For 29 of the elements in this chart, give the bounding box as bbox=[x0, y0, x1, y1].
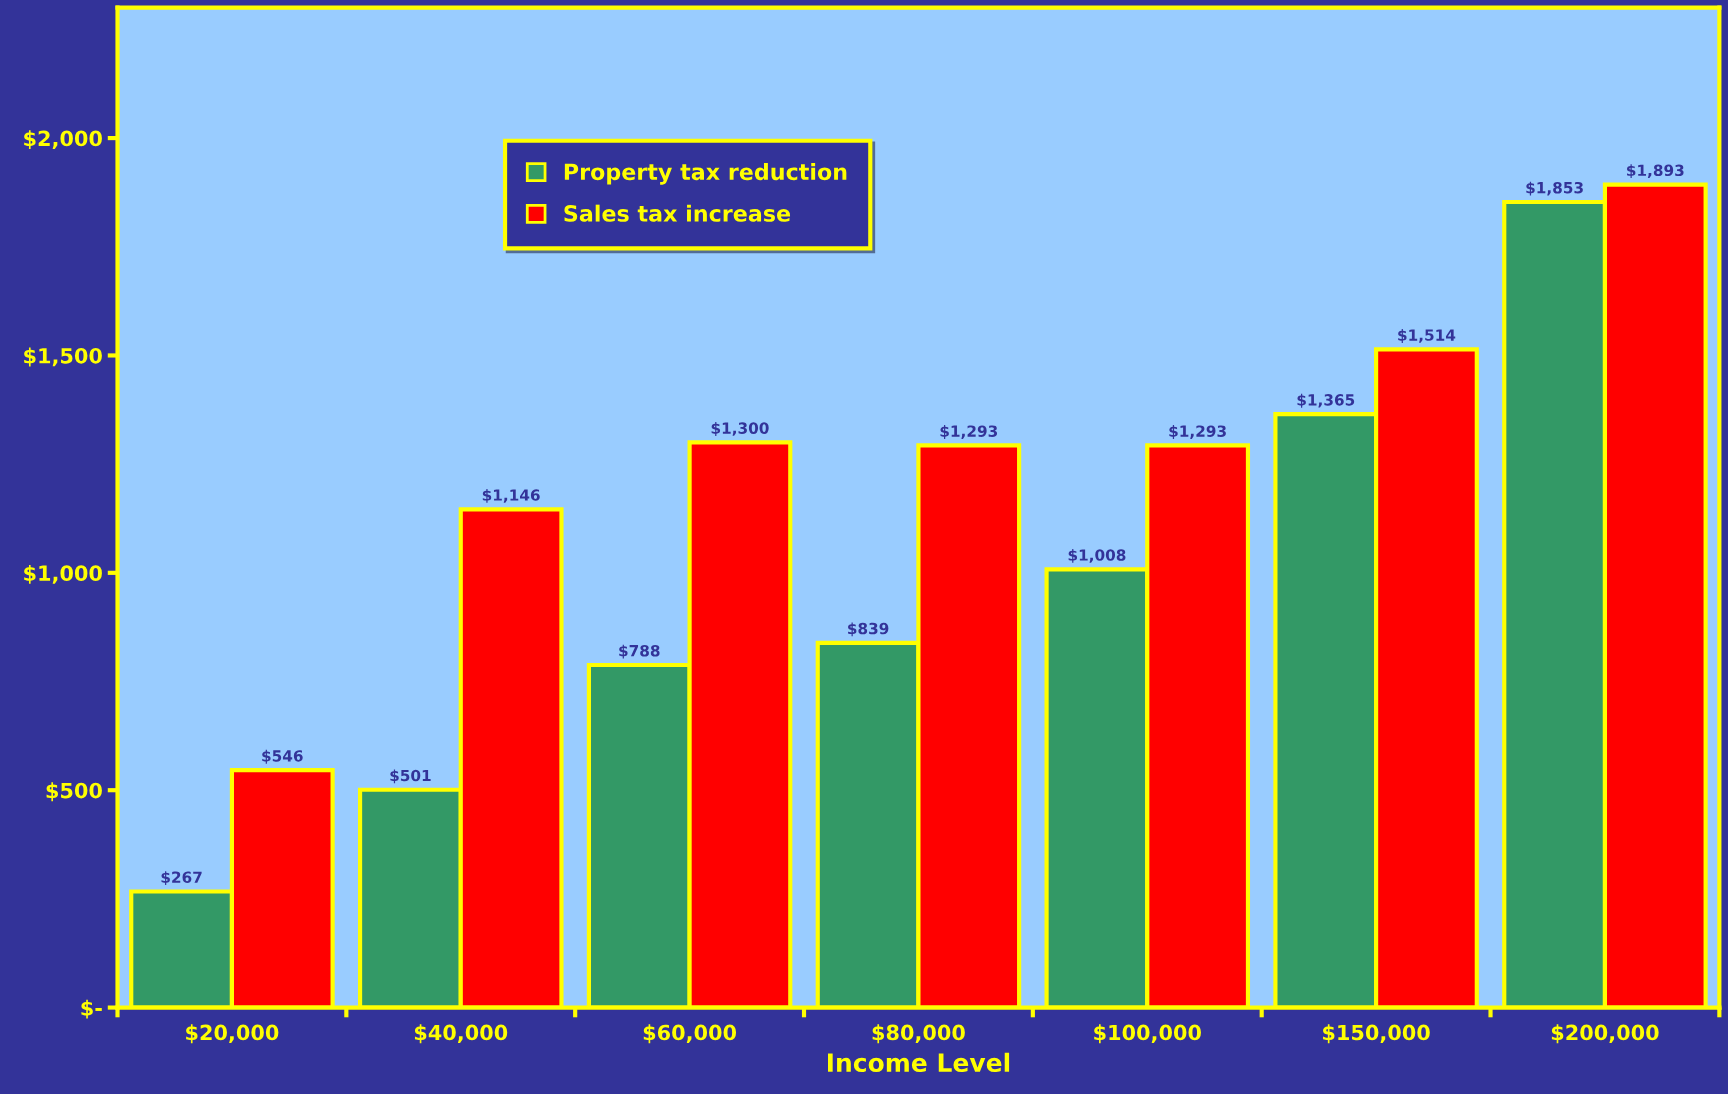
y-tick-label: $1,000 bbox=[24, 564, 102, 584]
text: $1,893 bbox=[1627, 164, 1684, 179]
x-tick-label: $100,000 bbox=[1094, 1024, 1201, 1044]
x-tick-label: $40,000 bbox=[414, 1024, 508, 1044]
x-tick-label: $200,000 bbox=[1551, 1024, 1659, 1044]
text: $1,293 bbox=[940, 425, 998, 439]
text: $1,365 bbox=[1297, 393, 1355, 408]
text: $1,008 bbox=[1068, 549, 1126, 563]
text: $1,853 bbox=[1526, 181, 1583, 196]
y-tick-label: $1,500 bbox=[24, 347, 102, 367]
y-tick-label: $500 bbox=[46, 782, 102, 802]
y-tick-label: $2,000 bbox=[24, 130, 102, 150]
text: $1,300 bbox=[711, 422, 769, 436]
text: $788 bbox=[619, 644, 660, 659]
text: $1,514 bbox=[1398, 329, 1456, 343]
text: $839 bbox=[848, 622, 889, 637]
text: $501 bbox=[390, 769, 431, 784]
x-tick-label: $20,000 bbox=[186, 1024, 279, 1044]
x-tick-label: $150,000 bbox=[1323, 1024, 1430, 1044]
text: $1,293 bbox=[1169, 425, 1226, 439]
text: $546 bbox=[262, 749, 303, 764]
text: $1,146 bbox=[482, 489, 540, 503]
text: $267 bbox=[161, 871, 202, 886]
legend-label: Property tax reduction bbox=[564, 162, 847, 185]
y-tick-label: $- bbox=[81, 999, 102, 1019]
x-tick-label: $80,000 bbox=[872, 1024, 965, 1044]
x-tick-label: $60,000 bbox=[643, 1024, 737, 1044]
legend-label: Sales tax increase bbox=[564, 204, 791, 222]
x-axis-title: Income Level bbox=[827, 1052, 1010, 1073]
